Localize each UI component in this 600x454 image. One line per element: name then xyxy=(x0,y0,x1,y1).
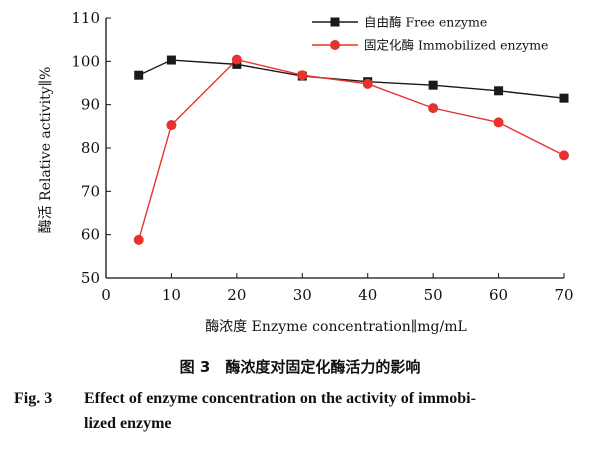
caption-line-2: lized enzyme xyxy=(84,415,172,432)
figure-caption-chinese: 图 3 酶浓度对固定化酶活力的影响 xyxy=(179,358,421,376)
data-point-circle xyxy=(133,234,144,245)
data-point-circle xyxy=(493,117,504,128)
y-tick-label: 60 xyxy=(81,226,100,244)
data-point-circle xyxy=(166,120,177,131)
y-ticks: 50 60 70 80 90 100 110 xyxy=(71,9,111,287)
data-point-circle xyxy=(559,150,569,161)
caption-line-1: Effect of enzyme concentration on the ac… xyxy=(84,390,476,407)
data-point-square xyxy=(134,70,144,80)
figure-number: Fig. 3 xyxy=(14,390,53,407)
data-point-square xyxy=(494,86,504,96)
series-lines xyxy=(138,58,565,241)
y-tick-label: 50 xyxy=(81,269,100,287)
x-tick-label: 20 xyxy=(227,286,246,304)
data-point-square xyxy=(166,55,176,65)
x-tick-label: 0 xyxy=(101,286,111,304)
x-tick-label: 60 xyxy=(489,286,508,304)
y-tick-label: 70 xyxy=(81,182,100,200)
series-line-2 xyxy=(138,58,565,241)
data-point-square xyxy=(428,80,438,90)
legend: 自由酶 Free enzyme 固定化酶 Immobilized enzyme xyxy=(312,15,548,53)
figure-caption-english: Fig. 3 Effect of enzyme concentration on … xyxy=(14,386,589,436)
series-markers xyxy=(133,54,569,245)
x-axis-title: 酶浓度 Enzyme concentration∥mg/mL xyxy=(205,319,467,335)
y-axis-title: 酶活 Relative activity∥% xyxy=(38,67,54,234)
legend-marker-square xyxy=(330,17,340,27)
legend-label: 固定化酶 Immobilized enzyme xyxy=(364,38,548,53)
x-ticks: 0 10 20 30 40 50 60 70 xyxy=(101,273,574,304)
data-point-square xyxy=(559,93,569,103)
data-point-circle xyxy=(428,103,439,114)
y-tick-label: 100 xyxy=(71,52,100,70)
x-tick-label: 40 xyxy=(358,286,377,304)
y-tick-label: 110 xyxy=(71,9,100,27)
y-tick-label: 90 xyxy=(81,96,100,114)
x-tick-label: 30 xyxy=(293,286,312,304)
data-point-circle xyxy=(362,78,373,89)
x-tick-label: 70 xyxy=(554,286,573,304)
legend-marker-circle xyxy=(330,40,340,50)
chart: 0 10 20 30 40 50 60 70 50 60 70 80 90 100 110 酶浓度 Enz… xyxy=(38,9,574,335)
data-point-circle xyxy=(231,54,242,65)
y-tick-label: 80 xyxy=(81,139,100,157)
legend-label: 自由酶 Free enzyme xyxy=(364,15,487,30)
x-tick-label: 50 xyxy=(424,286,443,304)
x-tick-label: 10 xyxy=(162,286,181,304)
data-point-circle xyxy=(297,70,308,81)
